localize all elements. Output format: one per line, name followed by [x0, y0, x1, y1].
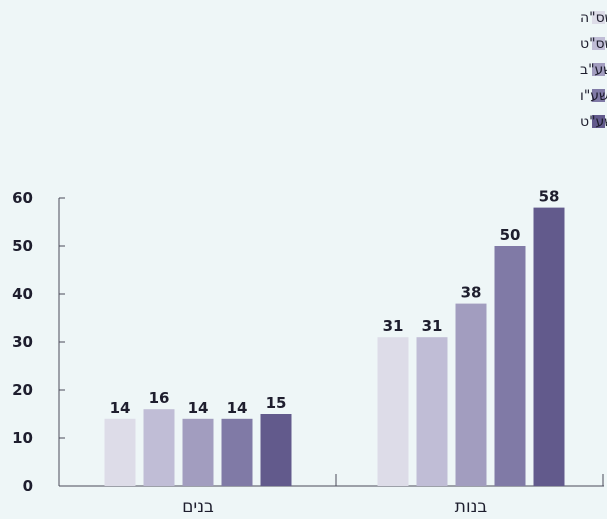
legend-swatch	[592, 115, 605, 128]
y-tick-label: 50	[12, 237, 33, 255]
bar	[377, 337, 409, 486]
bar	[416, 337, 448, 486]
bar-value-label: 31	[422, 317, 443, 335]
y-tick-label: 10	[12, 429, 33, 447]
legend-swatch	[592, 63, 605, 76]
bar-value-label: 38	[461, 284, 482, 302]
bar	[494, 246, 526, 486]
bar-value-label: 31	[383, 317, 404, 335]
bar	[182, 418, 214, 486]
legend: תשס"ה תשס"ט תשע"ב תשע"ו תשע"ט	[580, 10, 607, 130]
x-category-label: בנים	[182, 497, 214, 517]
legend-label: תשע"ו	[580, 88, 607, 104]
legend-swatch	[592, 89, 605, 102]
bar	[533, 207, 565, 486]
legend-label: תשע"ב	[580, 62, 607, 78]
bar-value-label: 14	[188, 399, 209, 417]
bar	[260, 414, 292, 486]
bar-value-label: 16	[149, 389, 170, 407]
bar-value-label: 14	[227, 399, 248, 417]
bar-value-label: 58	[539, 188, 560, 206]
legend-label: תשס"ט	[580, 36, 607, 52]
bar	[104, 418, 136, 486]
y-tick-label: 40	[12, 285, 33, 303]
y-tick-label: 30	[12, 333, 33, 351]
bar	[455, 303, 487, 486]
legend-swatch	[592, 11, 605, 24]
bar	[143, 409, 175, 486]
legend-swatch	[592, 37, 605, 50]
legend-label: תשע"ט	[580, 114, 607, 130]
y-tick-label: 60	[12, 189, 33, 207]
bar-value-label: 14	[110, 399, 131, 417]
legend-label: תשס"ה	[580, 10, 607, 26]
bar-value-label: 15	[266, 394, 287, 412]
bar	[221, 418, 253, 486]
bars: 14 16 14 14 15 31 31 38 50 58	[104, 188, 565, 486]
y-axis: 0 10 20 30 40 50 60	[12, 189, 65, 495]
y-tick-label: 0	[23, 477, 33, 495]
x-category-label: בנות	[455, 497, 488, 517]
bar-value-label: 50	[500, 226, 521, 244]
y-tick-label: 20	[12, 381, 33, 399]
